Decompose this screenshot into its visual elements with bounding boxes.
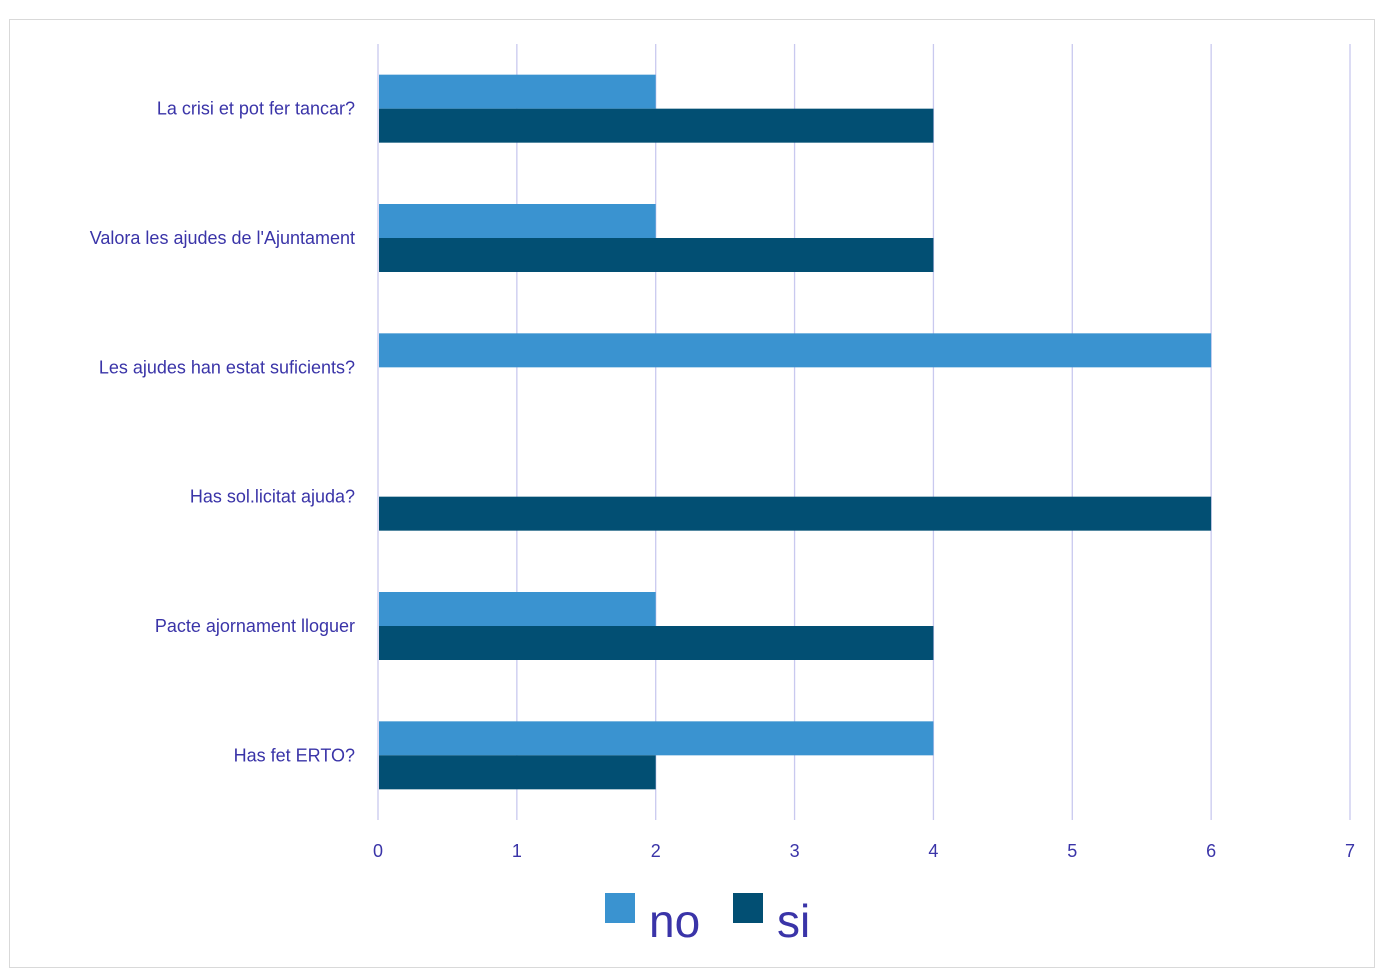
legend-swatch-no xyxy=(605,893,635,923)
gridlines xyxy=(377,44,1351,820)
legend-swatch-si xyxy=(733,893,763,923)
bar-no xyxy=(379,74,656,109)
x-tick-label: 5 xyxy=(1067,841,1077,861)
category-label: La crisi et pot fer tancar? xyxy=(157,99,355,119)
x-tick-label: 4 xyxy=(928,841,938,861)
legend-label-si: si xyxy=(777,895,810,947)
category-labels: La crisi et pot fer tancar? Valora les aj… xyxy=(90,99,355,766)
legend: no si xyxy=(605,893,810,947)
category-label: Les ajudes han estat suficients? xyxy=(99,357,355,377)
bar-no xyxy=(379,592,656,626)
bar-no xyxy=(379,204,656,238)
bar-si xyxy=(379,496,1212,531)
bar-si xyxy=(379,755,656,790)
bars xyxy=(379,74,1212,790)
x-tick-label: 2 xyxy=(651,841,661,861)
x-tick-label: 6 xyxy=(1206,841,1216,861)
legend-label-no: no xyxy=(649,895,700,947)
bar-si xyxy=(379,238,934,272)
chart-frame xyxy=(9,19,1375,968)
bar-no xyxy=(379,721,934,756)
category-label: Has fet ERTO? xyxy=(234,745,355,765)
bar-si xyxy=(379,108,934,143)
category-label: Has sol.licitat ajuda? xyxy=(190,487,355,507)
category-label: Pacte ajornament lloguer xyxy=(155,616,355,636)
x-tick-label: 1 xyxy=(512,841,522,861)
x-tick-label: 0 xyxy=(373,841,383,861)
x-tick-label: 3 xyxy=(790,841,800,861)
bar-si xyxy=(379,626,934,660)
bar-no xyxy=(379,333,1212,368)
x-tick-label: 7 xyxy=(1345,841,1355,861)
category-label: Valora les ajudes de l'Ajuntament xyxy=(90,228,355,248)
x-tick-labels: 0 1 2 3 4 5 6 7 xyxy=(373,841,1355,861)
